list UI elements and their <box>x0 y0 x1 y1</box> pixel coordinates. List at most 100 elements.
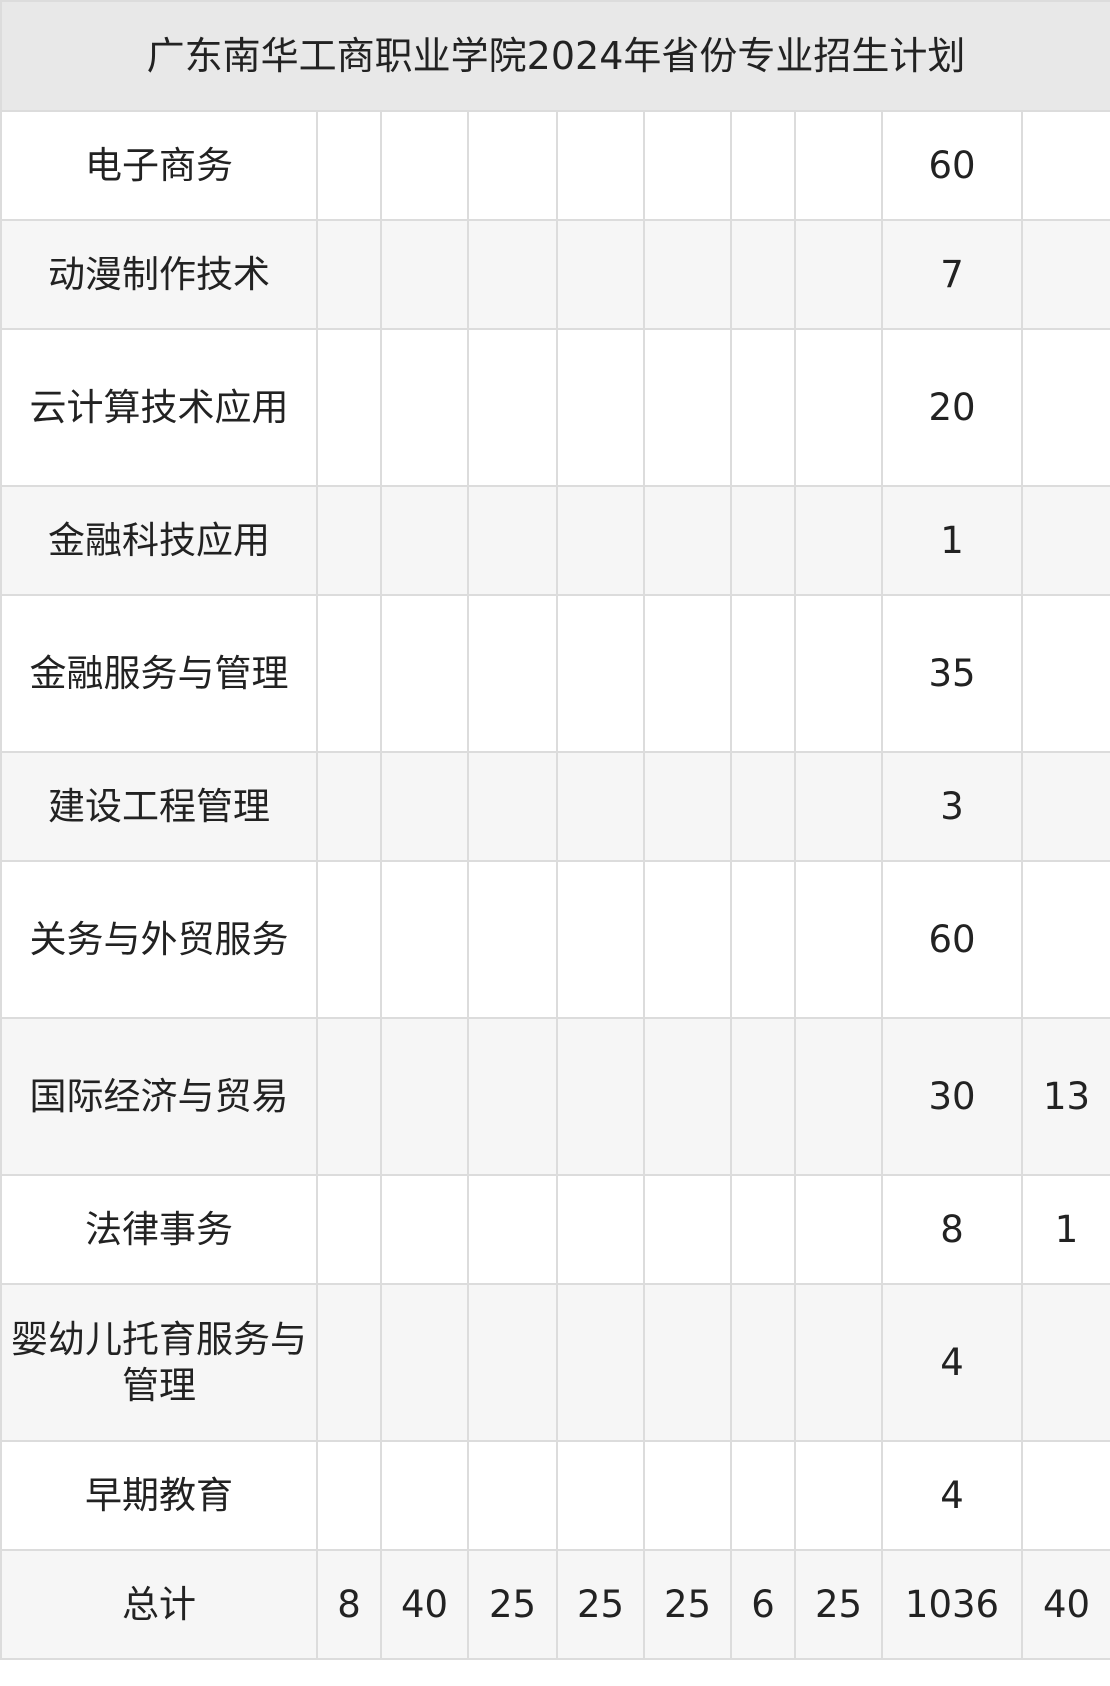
table-cell <box>556 110 645 221</box>
table-cell <box>556 594 645 753</box>
table-row: 关务与外贸服务 60 <box>0 860 1110 1019</box>
table-cell <box>380 1017 469 1176</box>
table-row: 云计算技术应用 20 <box>0 328 1110 487</box>
table-cell <box>794 1017 883 1176</box>
table-cell <box>794 1440 883 1551</box>
table-cell <box>467 860 558 1019</box>
table-row: 金融科技应用 1 <box>0 485 1110 596</box>
table-cell <box>380 751 469 862</box>
table-cell <box>794 860 883 1019</box>
table-title: 广东南华工商职业学院2024年省份专业招生计划 <box>0 0 1110 112</box>
table-cell <box>556 1283 645 1442</box>
table-cell <box>380 1440 469 1551</box>
table-cell: 4 <box>881 1440 1023 1551</box>
table-cell <box>316 594 382 753</box>
table-row: 早期教育 4 <box>0 1440 1110 1551</box>
major-name: 早期教育 <box>0 1440 318 1551</box>
table-cell <box>316 751 382 862</box>
major-name: 动漫制作技术 <box>0 219 318 330</box>
table-row: 电子商务 60 <box>0 110 1110 221</box>
table-cell: 25 <box>643 1549 732 1660</box>
table-cell <box>643 1017 732 1176</box>
table-cell: 13 <box>1020 1017 1110 1176</box>
table-cell <box>556 1017 645 1176</box>
table-cell <box>794 1174 883 1285</box>
table-cell <box>556 751 645 862</box>
table-cell <box>380 328 469 487</box>
table-cell <box>730 860 796 1019</box>
table-cell <box>467 485 558 596</box>
table-cell: 40 <box>1020 1549 1110 1660</box>
table-cell <box>643 1283 732 1442</box>
major-name: 总计 <box>0 1549 318 1660</box>
table-cell <box>467 1283 558 1442</box>
table-cell: 40 <box>380 1549 469 1660</box>
table-cell <box>467 1017 558 1176</box>
table-cell: 1 <box>1020 1174 1110 1285</box>
table-cell <box>1020 328 1110 487</box>
table-cell <box>467 110 558 221</box>
table-cell <box>643 328 732 487</box>
table-cell <box>316 1174 382 1285</box>
table-cell <box>467 594 558 753</box>
table-cell <box>730 1440 796 1551</box>
table-cell: 6 <box>730 1549 796 1660</box>
table-cell <box>1020 594 1110 753</box>
table-cell <box>643 860 732 1019</box>
table-row: 法律事务 8 1 <box>0 1174 1110 1285</box>
table-cell: 30 <box>881 1017 1023 1176</box>
table-cell: 1 <box>881 485 1023 596</box>
table-cell <box>730 1174 796 1285</box>
table-cell: 8 <box>316 1549 382 1660</box>
table-title-row: 广东南华工商职业学院2024年省份专业招生计划 <box>0 0 1110 112</box>
table-cell <box>794 110 883 221</box>
major-name: 婴幼儿托育服务与管理 <box>0 1283 318 1442</box>
table-cell <box>730 1283 796 1442</box>
table-cell <box>730 110 796 221</box>
table-cell <box>556 328 645 487</box>
table-cell <box>1020 860 1110 1019</box>
table-cell <box>643 485 732 596</box>
table-cell <box>380 219 469 330</box>
table-cell: 35 <box>881 594 1023 753</box>
table-cell: 60 <box>881 860 1023 1019</box>
major-name: 国际经济与贸易 <box>0 1017 318 1176</box>
table-cell <box>794 1283 883 1442</box>
table-cell <box>1020 1283 1110 1442</box>
table-cell <box>380 485 469 596</box>
table-cell <box>380 1174 469 1285</box>
table-cell <box>643 594 732 753</box>
table-cell <box>380 860 469 1019</box>
major-name: 法律事务 <box>0 1174 318 1285</box>
major-name: 金融服务与管理 <box>0 594 318 753</box>
table-cell <box>643 751 732 862</box>
table-cell <box>794 328 883 487</box>
table-cell <box>1020 1440 1110 1551</box>
table-cell <box>380 1283 469 1442</box>
table-cell <box>643 1174 732 1285</box>
table-cell <box>467 751 558 862</box>
table-cell <box>730 1017 796 1176</box>
table-row: 建设工程管理 3 <box>0 751 1110 862</box>
table-cell <box>467 328 558 487</box>
table-cell <box>316 485 382 596</box>
table-cell <box>794 485 883 596</box>
table-cell <box>794 219 883 330</box>
major-name: 电子商务 <box>0 110 318 221</box>
table-cell <box>380 594 469 753</box>
table-cell <box>316 1440 382 1551</box>
table-cell <box>730 594 796 753</box>
table-cell: 25 <box>794 1549 883 1660</box>
major-name: 建设工程管理 <box>0 751 318 862</box>
table-cell: 3 <box>881 751 1023 862</box>
table-row: 婴幼儿托育服务与管理 4 <box>0 1283 1110 1442</box>
major-name: 云计算技术应用 <box>0 328 318 487</box>
table-cell <box>316 110 382 221</box>
table-cell <box>794 751 883 862</box>
table-row: 金融服务与管理 35 <box>0 594 1110 753</box>
table-cell <box>467 1174 558 1285</box>
table-cell <box>1020 485 1110 596</box>
table-cell <box>467 1440 558 1551</box>
table-cell <box>643 1440 732 1551</box>
